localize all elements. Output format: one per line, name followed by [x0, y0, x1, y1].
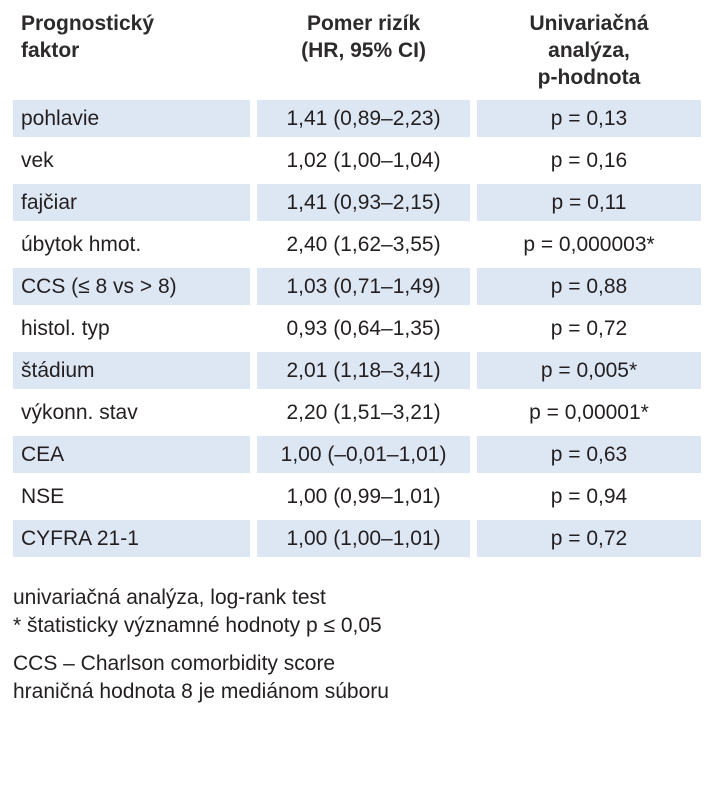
header-line: p-hodnota [537, 66, 641, 89]
table-row: fajčiar 1,41 (0,93–2,15) p = 0,11 [13, 184, 701, 221]
factor-cell: CCS (≤ 8 vs > 8) [13, 268, 251, 305]
header-line: analýza, [548, 39, 630, 62]
factor-cell: fajčiar [13, 184, 251, 221]
table-row: úbytok hmot. 2,40 (1,62–3,55) p = 0,0000… [13, 226, 701, 263]
footnote-group: CCS – Charlson comorbidity score hraničn… [13, 650, 713, 706]
table-row: vek 1,02 (1,00–1,04) p = 0,16 [13, 142, 701, 179]
hazard-ratio-cell: 1,41 (0,93–2,15) [257, 184, 470, 221]
factor-cell: výkonn. stav [13, 394, 251, 431]
factor-cell: vek [13, 142, 251, 179]
header-univariate-p-value: Univariačná analýza, p-hodnota [477, 10, 701, 95]
hazard-ratio-cell: 1,00 (0,99–1,01) [257, 478, 470, 515]
p-value-cell: p = 0,00001* [477, 394, 701, 431]
p-value-cell: p = 0,72 [477, 310, 701, 347]
table-row: štádium 2,01 (1,18–3,41) p = 0,005* [13, 352, 701, 389]
table-row: CEA 1,00 (–0,01–1,01) p = 0,63 [13, 436, 701, 473]
hazard-ratio-cell: 2,20 (1,51–3,21) [257, 394, 470, 431]
p-value-cell: p = 0,94 [477, 478, 701, 515]
factor-cell: štádium [13, 352, 251, 389]
hazard-ratio-cell: 1,02 (1,00–1,04) [257, 142, 470, 179]
hazard-ratio-cell: 1,03 (0,71–1,49) [257, 268, 470, 305]
header-line: faktor [21, 39, 80, 62]
table-row: výkonn. stav 2,20 (1,51–3,21) p = 0,0000… [13, 394, 701, 431]
header-line: (HR, 95% CI) [301, 39, 426, 62]
table-row: pohlavie 1,41 (0,89–2,23) p = 0,13 [13, 100, 701, 137]
hazard-ratio-cell: 0,93 (0,64–1,35) [257, 310, 470, 347]
table-footnotes: univariačná analýza, log-rank test * šta… [13, 584, 713, 706]
p-value-cell: p = 0,13 [477, 100, 701, 137]
table-row: histol. typ 0,93 (0,64–1,35) p = 0,72 [13, 310, 701, 347]
table-header-row: Prognostický faktor Pomer rizík (HR, 95%… [13, 10, 701, 95]
factor-cell: histol. typ [13, 310, 251, 347]
p-value-cell: p = 0,005* [477, 352, 701, 389]
footnote-line: CCS – Charlson comorbidity score [13, 652, 336, 675]
table-row: CCS (≤ 8 vs > 8) 1,03 (0,71–1,49) p = 0,… [13, 268, 701, 305]
factor-cell: CEA [13, 436, 251, 473]
hazard-ratio-cell: 1,00 (1,00–1,01) [257, 520, 470, 557]
table-row: CYFRA 21-1 1,00 (1,00–1,01) p = 0,72 [13, 520, 701, 557]
factor-cell: NSE [13, 478, 251, 515]
factor-cell: úbytok hmot. [13, 226, 251, 263]
p-value-cell: p = 0,72 [477, 520, 701, 557]
p-value-cell: p = 0,63 [477, 436, 701, 473]
footnote-group: univariačná analýza, log-rank test * šta… [13, 584, 713, 640]
header-line: Prognostický [21, 12, 155, 35]
factor-cell: CYFRA 21-1 [13, 520, 251, 557]
footnote-line: univariačná analýza, log-rank test [13, 586, 326, 609]
header-hazard-ratio: Pomer rizík (HR, 95% CI) [257, 10, 470, 95]
header-line: Pomer rizík [306, 12, 421, 35]
footnote-line: hraničná hodnota 8 je mediánom súboru [13, 680, 389, 703]
p-value-cell: p = 0,11 [477, 184, 701, 221]
hazard-ratio-cell: 2,40 (1,62–3,55) [257, 226, 470, 263]
hazard-ratio-cell: 1,00 (–0,01–1,01) [257, 436, 470, 473]
footnote-line: * štatisticky významné hodnoty p ≤ 0,05 [13, 614, 382, 637]
header-line: Univariačná [529, 12, 649, 35]
hazard-ratio-cell: 2,01 (1,18–3,41) [257, 352, 470, 389]
p-value-cell: p = 0,16 [477, 142, 701, 179]
prognostic-factors-table: Prognostický faktor Pomer rizík (HR, 95%… [6, 5, 708, 562]
factor-cell: pohlavie [13, 100, 251, 137]
table-row: NSE 1,00 (0,99–1,01) p = 0,94 [13, 478, 701, 515]
p-value-cell: p = 0,88 [477, 268, 701, 305]
hazard-ratio-cell: 1,41 (0,89–2,23) [257, 100, 470, 137]
header-prognostic-factor: Prognostický faktor [13, 10, 250, 95]
p-value-cell: p = 0,000003* [477, 226, 701, 263]
